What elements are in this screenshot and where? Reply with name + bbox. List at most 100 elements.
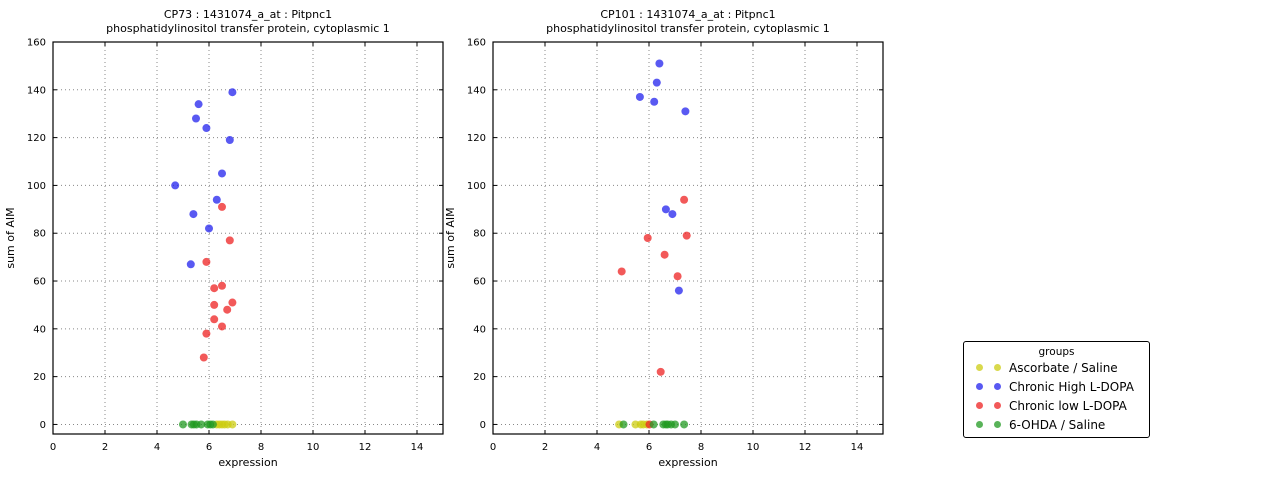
y-tick-label: 0 bbox=[40, 420, 46, 431]
legend-label: 6-OHDA / Saline bbox=[1009, 417, 1106, 432]
data-point bbox=[218, 169, 226, 178]
plot-frame bbox=[492, 41, 884, 435]
legend-marker-icon bbox=[976, 421, 983, 428]
data-point bbox=[218, 281, 226, 290]
cp101-plot: CP101 : 1431074_a_at : Pitpnc1 phosphati… bbox=[444, 8, 884, 469]
cp73-title-line1: CP73 : 1431074_a_at : Pitpnc1 bbox=[164, 8, 332, 21]
cp73-title-line2: phosphatidylinositol transfer protein, c… bbox=[106, 22, 390, 35]
y-tick-label: 100 bbox=[27, 181, 46, 192]
data-point bbox=[643, 234, 652, 242]
data-point bbox=[202, 124, 211, 133]
legend-item-chronic-high-ldopa: Chronic High L-DOPA bbox=[964, 377, 1149, 396]
legend-label: Ascorbate / Saline bbox=[1009, 360, 1118, 375]
data-point bbox=[208, 420, 217, 429]
y-tick-label: 160 bbox=[467, 38, 486, 49]
y-tick-label: 40 bbox=[473, 324, 486, 335]
x-tick-label: 0 bbox=[50, 442, 56, 453]
y-tick-label: 40 bbox=[33, 324, 46, 335]
y-tick-label: 20 bbox=[473, 372, 486, 383]
data-point bbox=[649, 420, 658, 429]
data-point bbox=[656, 367, 665, 376]
y-tick-label: 140 bbox=[27, 85, 46, 96]
cp101-xaxis-label: expression bbox=[658, 456, 717, 469]
data-point bbox=[202, 329, 211, 338]
x-tick-label: 2 bbox=[102, 442, 108, 453]
data-point bbox=[661, 205, 670, 214]
data-point bbox=[189, 210, 198, 219]
y-tick-label: 0 bbox=[480, 420, 486, 431]
y-tick-label: 140 bbox=[467, 85, 486, 96]
x-tick-label: 10 bbox=[747, 442, 760, 453]
y-tick-label: 80 bbox=[33, 229, 46, 240]
x-tick-label: 14 bbox=[851, 442, 864, 453]
data-point bbox=[218, 202, 226, 211]
legend-item-6ohda-saline: 6-OHDA / Saline bbox=[964, 415, 1149, 434]
data-point bbox=[223, 305, 232, 314]
data-point bbox=[210, 315, 219, 324]
y-tick-label: 60 bbox=[33, 277, 46, 288]
data-point bbox=[682, 231, 691, 240]
data-point bbox=[202, 257, 211, 266]
y-tick-label: 60 bbox=[473, 277, 486, 288]
data-point bbox=[674, 286, 683, 295]
x-tick-label: 8 bbox=[258, 442, 264, 453]
legend-marker-icon bbox=[994, 383, 1001, 390]
cp73-xaxis-label: expression bbox=[218, 456, 277, 469]
data-point bbox=[652, 78, 661, 87]
data-point bbox=[210, 300, 219, 309]
legend-marker-icon bbox=[994, 364, 1001, 371]
y-tick-label: 120 bbox=[467, 133, 486, 144]
x-tick-label: 2 bbox=[542, 442, 548, 453]
data-point bbox=[192, 114, 200, 123]
data-point bbox=[199, 353, 208, 362]
cp101-yaxis-label: sum of AIM bbox=[444, 207, 457, 268]
data-point bbox=[212, 195, 221, 204]
x-tick-label: 6 bbox=[646, 442, 652, 453]
x-tick-label: 4 bbox=[594, 442, 600, 453]
x-tick-label: 0 bbox=[490, 442, 496, 453]
cp73-yaxis-label: sum of AIM bbox=[4, 207, 17, 268]
legend-marker-icon bbox=[994, 421, 1001, 428]
data-point bbox=[210, 284, 219, 293]
cp73-plot: CP73 : 1431074_a_at : Pitpnc1 phosphatid… bbox=[4, 8, 444, 469]
x-tick-label: 10 bbox=[307, 442, 320, 453]
data-point bbox=[617, 267, 626, 276]
data-point bbox=[218, 322, 226, 331]
legend-label: Chronic High L-DOPA bbox=[1009, 379, 1134, 394]
x-tick-label: 12 bbox=[799, 442, 812, 453]
legend-item-ascorbate-saline: Ascorbate / Saline bbox=[964, 358, 1149, 377]
y-tick-label: 100 bbox=[467, 181, 486, 192]
data-point bbox=[225, 236, 234, 245]
data-point bbox=[681, 107, 690, 116]
data-point bbox=[660, 250, 669, 259]
data-point bbox=[186, 260, 195, 269]
data-point bbox=[673, 272, 682, 281]
cp101-title-line1: CP101 : 1431074_a_at : Pitpnc1 bbox=[600, 8, 775, 21]
data-point bbox=[680, 195, 689, 204]
data-point bbox=[655, 59, 664, 68]
data-point bbox=[228, 88, 237, 97]
y-tick-label: 20 bbox=[33, 372, 46, 383]
data-point bbox=[228, 298, 237, 307]
data-point bbox=[228, 420, 237, 429]
y-tick-label: 80 bbox=[473, 229, 486, 240]
legend-marker-icon bbox=[976, 383, 983, 390]
data-point bbox=[680, 420, 689, 429]
x-tick-label: 12 bbox=[359, 442, 372, 453]
x-tick-label: 4 bbox=[154, 442, 160, 453]
data-point bbox=[671, 420, 679, 429]
cp101-title-line2: phosphatidylinositol transfer protein, c… bbox=[546, 22, 830, 35]
plot-frame bbox=[52, 41, 444, 435]
data-point bbox=[225, 136, 234, 144]
x-tick-label: 6 bbox=[206, 442, 212, 453]
data-point bbox=[179, 420, 187, 429]
data-point bbox=[205, 224, 213, 233]
data-point bbox=[194, 100, 203, 109]
data-point bbox=[650, 97, 659, 106]
legend-marker-icon bbox=[976, 364, 983, 371]
legend-marker-icon bbox=[994, 402, 1001, 409]
legend-label: Chronic low L-DOPA bbox=[1009, 398, 1127, 413]
